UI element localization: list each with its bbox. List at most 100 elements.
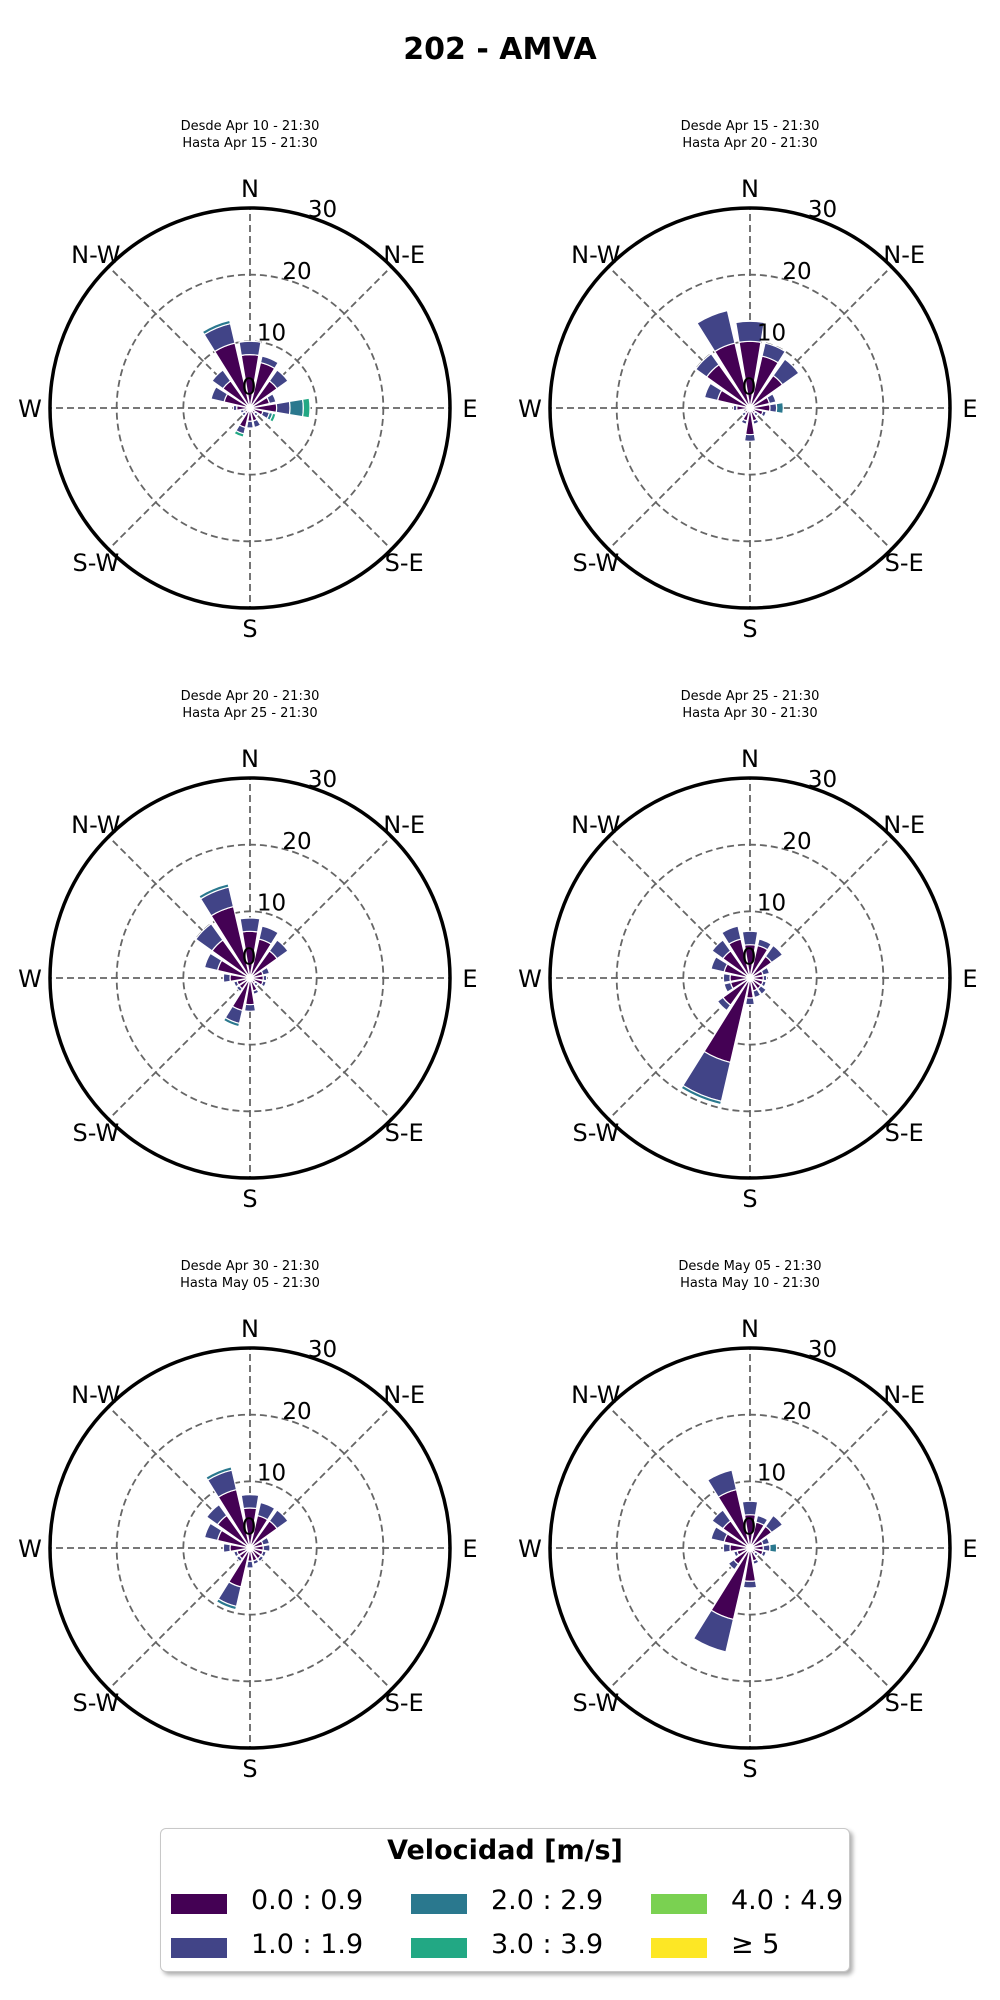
rose-bar: [233, 1550, 240, 1558]
compass-label: N-W: [71, 241, 120, 269]
rose-bar: [742, 1580, 758, 1589]
rose-bar: [760, 1550, 767, 1558]
radial-tick-label: 20: [282, 829, 311, 855]
compass-label: W: [18, 395, 42, 423]
compass-label: S: [742, 1755, 757, 1783]
rose-bar: [203, 1522, 223, 1542]
compass-label: S-E: [885, 1119, 924, 1147]
radial-tick-label: 10: [757, 1460, 786, 1486]
compass-label: S-E: [885, 1689, 924, 1717]
rose-bar: [246, 420, 254, 429]
rose-bar: [258, 925, 280, 945]
panel-subtitle: Hasta Apr 20 - 21:30: [682, 136, 817, 151]
rose-bar: [753, 411, 759, 417]
rose-bar: [301, 397, 311, 419]
rose-bar: [762, 974, 768, 982]
rose-bar: [741, 411, 747, 417]
rose-bar: [772, 358, 800, 386]
radial-tick-label: 20: [782, 259, 811, 285]
rose-bar: [232, 404, 238, 412]
angular-gridline: [749, 977, 893, 1121]
compass-label: N-W: [571, 811, 620, 839]
panel-subtitle: Desde Apr 15 - 21:30: [681, 119, 820, 134]
rose-bar: [252, 1558, 260, 1565]
compass-label: N: [741, 1315, 759, 1343]
rose-bar: [752, 1558, 760, 1565]
rose-bar: [711, 939, 732, 960]
compass-label: E: [962, 1535, 977, 1563]
rose-bar: [743, 433, 757, 442]
legend-title: Velocidad [m/s]: [387, 1835, 623, 1866]
rose-bar: [752, 418, 760, 425]
compass-label: S-E: [885, 549, 924, 577]
rose-bar: [201, 319, 232, 336]
compass-label: S-E: [385, 1689, 424, 1717]
compass-label: S: [742, 1185, 757, 1213]
radial-tick-label: 20: [782, 1399, 811, 1425]
compass-label: E: [962, 395, 977, 423]
rose-bar: [711, 1509, 732, 1530]
panel-subtitle: Hasta Apr 15 - 21:30: [182, 136, 317, 151]
compass-label: E: [462, 965, 477, 993]
rose-bar: [256, 1501, 276, 1521]
rose-bar: [760, 410, 767, 418]
rose-bar: [760, 980, 767, 988]
rose-bar: [740, 418, 748, 425]
compass-label: W: [518, 395, 542, 423]
rose-bar: [741, 930, 759, 946]
rose-bar: [259, 355, 280, 370]
compass-label: N-W: [571, 1381, 620, 1409]
rose-bar: [205, 1503, 228, 1526]
compass-label: S-E: [385, 549, 424, 577]
rose-bar: [238, 340, 262, 357]
compass-label: N-W: [71, 1381, 120, 1409]
panel-subtitle: Desde Apr 30 - 21:30: [181, 1259, 320, 1274]
angular-gridline: [249, 407, 393, 551]
rose-bar: [753, 1551, 759, 1557]
wind-rose-grid: Desde Apr 10 - 21:30 Hasta Apr 15 - 21:30…: [18, 119, 977, 1783]
angular-gridline: [107, 977, 251, 1121]
angular-gridline: [107, 1547, 251, 1691]
panel-subtitle: Hasta Apr 30 - 21:30: [682, 706, 817, 721]
compass-label: W: [18, 965, 42, 993]
radial-tick-label: 0: [742, 375, 757, 401]
outer-circle: [48, 776, 452, 1180]
rose-bar: [732, 404, 738, 412]
rose-bar: [706, 1469, 738, 1498]
rose-bar: [235, 1554, 244, 1563]
wind-rose: Desde May 05 - 21:30 Hasta May 10 - 21:30…: [518, 1259, 977, 1783]
rose-bar: [760, 1536, 771, 1546]
angular-gridline: [607, 407, 751, 551]
rose-bar: [720, 925, 742, 945]
radial-tick-label: 20: [282, 1399, 311, 1425]
rose-bar: [735, 320, 765, 343]
rose-bar: [268, 939, 289, 960]
rose-bar: [222, 1542, 231, 1554]
rose-bar: [253, 981, 259, 987]
rose-bar: [710, 1526, 729, 1543]
rose-bar: [253, 411, 259, 417]
outer-circle: [48, 206, 452, 610]
rose-bar: [260, 1550, 267, 1558]
legend-label: 1.0 : 1.9: [251, 1929, 364, 1960]
radial-tick-label: 0: [742, 945, 757, 971]
outer-circle: [548, 1346, 952, 1750]
rose-bar: [696, 309, 736, 353]
rose-bar: [756, 938, 772, 951]
rose-bar: [766, 393, 777, 405]
radial-tick-label: 0: [242, 375, 257, 401]
rose-bar: [262, 1544, 271, 1552]
compass-label: S-W: [73, 549, 120, 577]
rose-bar: [710, 956, 729, 973]
compass-label: E: [962, 965, 977, 993]
wind-rose: Desde Apr 15 - 21:30 Hasta Apr 20 - 21:30…: [518, 119, 977, 643]
radial-tick-label: 30: [808, 197, 837, 223]
rose-bar: [733, 1550, 740, 1558]
chart-title: 202 - AMVA: [403, 32, 597, 67]
rose-bar: [268, 1509, 289, 1530]
rose-bar: [761, 342, 787, 364]
rose-bar: [241, 411, 247, 417]
panel-subtitle: Desde Apr 20 - 21:30: [181, 689, 320, 704]
rose-bar: [703, 382, 723, 402]
compass-label: S-W: [73, 1689, 120, 1717]
